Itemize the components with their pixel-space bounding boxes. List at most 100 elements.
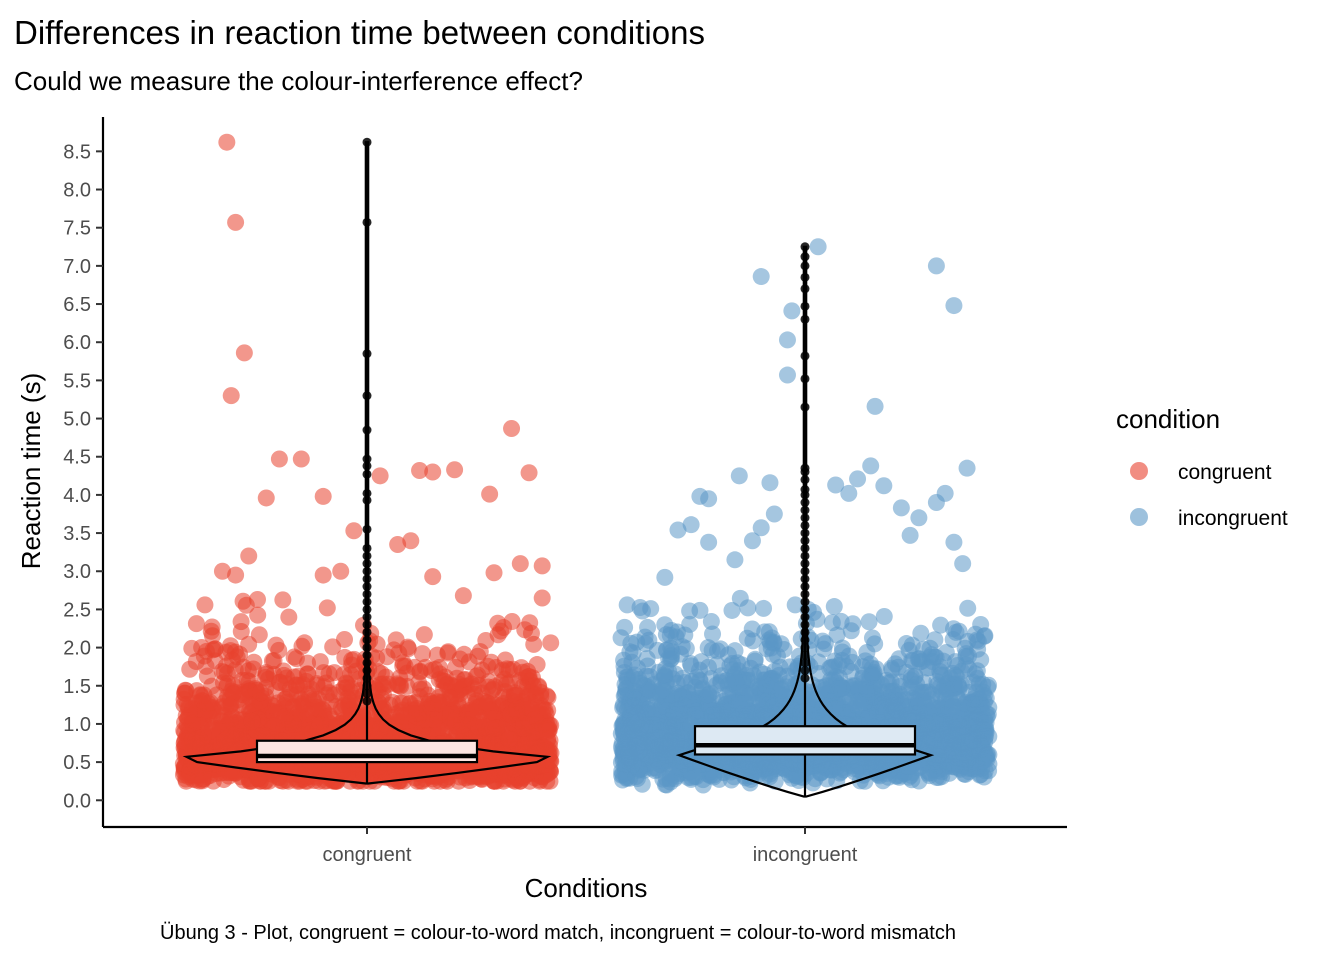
data-point [451, 722, 469, 740]
data-point [293, 695, 311, 713]
data-point [482, 653, 500, 671]
data-point [394, 657, 412, 675]
data-point [232, 622, 250, 640]
data-point [245, 653, 263, 671]
data-point [640, 631, 658, 649]
data-point [424, 568, 442, 586]
data-point [387, 631, 405, 649]
data-point [243, 712, 261, 730]
data-point [458, 686, 476, 704]
data-point [194, 765, 212, 783]
data-point [234, 592, 252, 610]
data-point [355, 765, 373, 783]
data-point [240, 547, 258, 565]
data-point [475, 692, 493, 710]
data-point [292, 450, 310, 468]
data-point [338, 675, 356, 693]
data-point [485, 564, 503, 582]
data-point [389, 536, 407, 554]
data-point [511, 671, 529, 689]
data-point [631, 598, 649, 616]
data-point [245, 696, 263, 714]
data-point [825, 598, 843, 616]
data-point [284, 715, 302, 733]
data-point [542, 634, 560, 652]
data-point [391, 713, 409, 731]
data-point [257, 665, 275, 683]
data-point [446, 461, 464, 479]
data-point [318, 599, 336, 617]
data-point [454, 587, 472, 605]
data-point [287, 650, 305, 668]
data-point [502, 706, 520, 724]
data-point [704, 625, 722, 643]
data-point [455, 645, 473, 663]
data-point [308, 675, 326, 693]
plot-area [174, 133, 998, 798]
data-point [430, 659, 448, 677]
data-point [249, 590, 266, 608]
data-point [274, 591, 292, 609]
data-point [338, 765, 356, 783]
data-point [618, 596, 636, 614]
data-point [222, 387, 240, 405]
data-point [175, 696, 193, 714]
data-point [875, 608, 893, 626]
data-point [223, 651, 241, 669]
data-point [197, 642, 215, 660]
data-point [469, 666, 487, 684]
data-point [196, 596, 214, 614]
chart-title: Differences in reaction time between con… [14, 14, 705, 51]
data-point [699, 639, 717, 657]
data-point [176, 732, 194, 750]
data-point [681, 654, 699, 672]
data-point [511, 555, 529, 573]
data-point [520, 464, 538, 482]
data-point [224, 751, 242, 769]
data-point [966, 696, 984, 714]
data-point [388, 675, 406, 693]
data-point [483, 750, 501, 768]
data-point [270, 450, 288, 468]
data-point [411, 461, 429, 479]
data-point [311, 716, 329, 734]
data-point [371, 467, 389, 485]
data-point [213, 562, 231, 580]
data-point [492, 674, 510, 692]
data-point [786, 596, 804, 614]
data-point [201, 693, 219, 711]
data-point [249, 606, 267, 624]
data-point [218, 133, 236, 151]
data-point [235, 344, 253, 362]
data-point [221, 711, 239, 729]
data-point [441, 708, 459, 726]
data-point [814, 632, 832, 650]
data-point [314, 487, 332, 505]
data-point [860, 613, 878, 631]
data-point [500, 730, 518, 748]
data-point [439, 644, 457, 662]
data-point [539, 701, 557, 719]
data-point [265, 652, 283, 670]
data-point [345, 522, 363, 540]
data-point [538, 772, 556, 790]
data-point [217, 697, 235, 715]
data-point [257, 489, 275, 507]
data-point [424, 463, 442, 481]
data-point [525, 723, 543, 741]
data-point [324, 638, 342, 656]
data-point [218, 664, 236, 682]
data-point [921, 639, 939, 657]
data-point [216, 732, 234, 750]
data-point [278, 689, 296, 707]
data-point [296, 634, 314, 652]
data-point [411, 680, 429, 698]
data-point [533, 589, 551, 607]
data-point [529, 678, 547, 696]
data-point [291, 677, 309, 695]
data-point [413, 645, 431, 663]
data-point [522, 624, 540, 642]
data-point [280, 608, 298, 626]
data-point [487, 719, 505, 737]
